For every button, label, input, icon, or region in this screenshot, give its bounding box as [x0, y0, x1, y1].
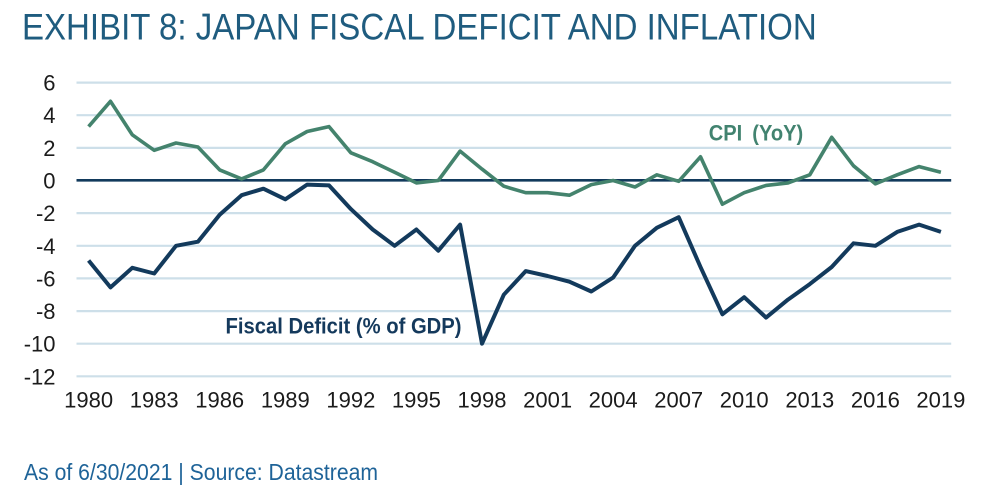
svg-text:2013: 2013 [785, 388, 834, 413]
svg-text:1983: 1983 [130, 388, 179, 413]
svg-text:-2: -2 [36, 201, 56, 226]
svg-text:-8: -8 [36, 299, 56, 324]
svg-text:4: 4 [43, 103, 55, 128]
svg-text:-10: -10 [24, 332, 56, 357]
svg-text:6: 6 [43, 71, 55, 96]
svg-text:2001: 2001 [523, 388, 572, 413]
svg-text:As of 6/30/2021 | Source: Data: As of 6/30/2021 | Source: Datastream [24, 459, 378, 485]
svg-text:2004: 2004 [589, 388, 638, 413]
svg-text:2010: 2010 [720, 388, 769, 413]
svg-text:1986: 1986 [195, 388, 244, 413]
svg-text:1998: 1998 [458, 388, 507, 413]
svg-text:2: 2 [43, 136, 55, 161]
svg-text:Fiscal Deficit (% of GDP): Fiscal Deficit (% of GDP) [226, 315, 462, 339]
svg-text:-4: -4 [36, 234, 56, 259]
svg-text:EXHIBIT 8: JAPAN FISCAL DEFICI: EXHIBIT 8: JAPAN FISCAL DEFICIT AND INFL… [22, 7, 817, 48]
svg-text:2007: 2007 [654, 388, 703, 413]
svg-text:1995: 1995 [392, 388, 441, 413]
svg-text:1989: 1989 [261, 388, 310, 413]
svg-text:2016: 2016 [851, 388, 900, 413]
svg-text:-12: -12 [24, 364, 56, 389]
svg-text:-6: -6 [36, 266, 56, 291]
svg-text:1980: 1980 [64, 388, 113, 413]
svg-text:1992: 1992 [326, 388, 375, 413]
svg-text:2019: 2019 [916, 388, 965, 413]
svg-text:0: 0 [43, 169, 55, 194]
svg-text:CPI (YoY): CPI (YoY) [709, 122, 803, 146]
